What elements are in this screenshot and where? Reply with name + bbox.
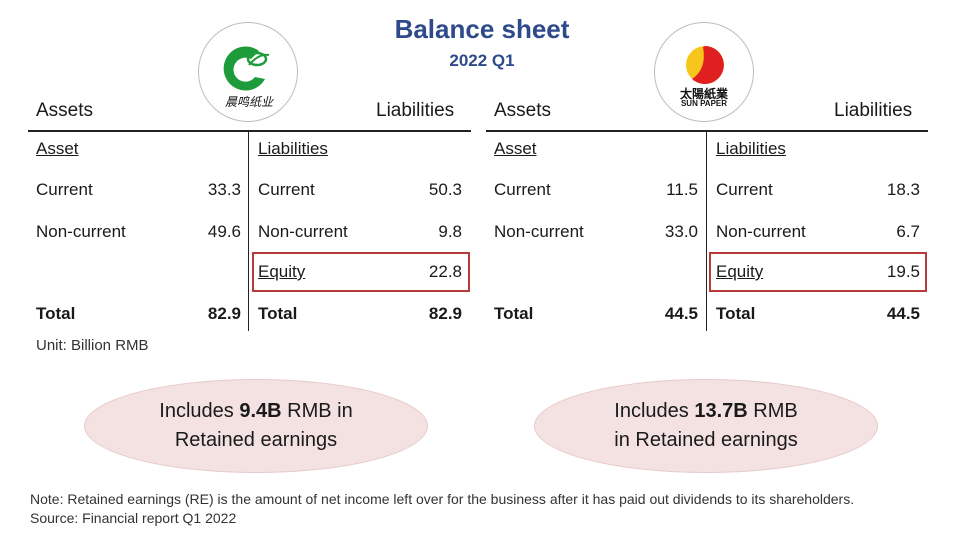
sunpaper-logo-text: 太陽紙業 (679, 87, 728, 101)
right-bubble-text: Includes 13.7B RMB in Retained earnings (614, 397, 797, 455)
left-total-liab-label: Total (258, 304, 298, 323)
footnote: Note: Retained earnings (RE) is the amou… (30, 490, 930, 528)
left-noncurrent-asset-value: 49.6 (207, 222, 241, 241)
right-equity-highlight-box (709, 252, 927, 292)
left-bubble-post: RMB in (281, 400, 353, 422)
chenming-logo-text: 晨鸣纸业 (224, 95, 273, 109)
right-equity-value: 19.5 (886, 262, 920, 281)
sunpaper-logo-subtext: SUN PAPER (680, 99, 728, 108)
left-divider-horizontal (28, 130, 471, 132)
right-total-liab-value: 44.5 (886, 304, 920, 323)
sunpaper-logo: 太陽紙業 SUN PAPER (654, 22, 754, 122)
right-noncurrent-asset-value: 33.0 (664, 222, 698, 241)
right-asset-heading: Asset (494, 139, 537, 158)
page-subtitle: 2022 Q1 (449, 51, 515, 70)
chenming-emblem-icon (223, 46, 270, 91)
right-liabilities-header: Liabilities (834, 100, 913, 121)
right-current-liab-value: 18.3 (886, 180, 920, 199)
right-assets-header: Assets (494, 100, 552, 121)
left-bubble-amount: 9.4B (239, 400, 282, 422)
sun-emblem-icon (686, 46, 724, 84)
left-equity-highlight-box (252, 252, 470, 292)
left-equity-label: Equity (258, 262, 306, 281)
left-assets-header: Assets (36, 100, 94, 121)
unit-label: Unit: Billion RMB (36, 337, 149, 354)
note-text: Note: Retained earnings (RE) is the amou… (30, 491, 855, 507)
right-noncurrent-liab-value: 6.7 (896, 222, 920, 241)
left-liab-heading: Liabilities (258, 139, 328, 158)
right-equity-label: Equity (716, 262, 764, 281)
right-liab-heading: Liabilities (716, 139, 786, 158)
right-total-asset-value: 44.5 (664, 304, 698, 323)
left-current-liab-value: 50.3 (428, 180, 462, 199)
right-total-asset-label: Total (494, 304, 534, 323)
right-bubble-post: RMB (747, 400, 798, 422)
left-noncurrent-liab-value: 9.8 (438, 222, 462, 241)
left-bubble-text: Includes 9.4B RMB in Retained earnings (159, 397, 352, 455)
right-divider-vertical (706, 131, 707, 331)
left-current-liab-label: Current (258, 180, 315, 199)
right-retained-earnings-bubble: Includes 13.7B RMB in Retained earnings (534, 379, 878, 473)
left-total-asset-label: Total (36, 304, 76, 323)
page-title: Balance sheet (394, 14, 570, 44)
left-noncurrent-liab-label: Non-current (258, 222, 348, 241)
left-retained-earnings-bubble: Includes 9.4B RMB in Retained earnings (84, 379, 428, 473)
left-liabilities-header: Liabilities (376, 100, 455, 121)
right-total-liab-label: Total (716, 304, 756, 323)
left-equity-value: 22.8 (428, 262, 462, 281)
left-divider-vertical (248, 131, 249, 331)
left-current-asset-label: Current (36, 180, 93, 199)
right-noncurrent-liab-label: Non-current (716, 222, 806, 241)
right-noncurrent-asset-label: Non-current (494, 222, 584, 241)
left-total-liab-value: 82.9 (428, 304, 462, 323)
right-bubble-amount: 13.7B (694, 400, 748, 422)
right-current-liab-label: Current (716, 180, 773, 199)
left-asset-heading: Asset (36, 139, 79, 158)
source-text: Source: Financial report Q1 2022 (30, 510, 237, 526)
left-noncurrent-asset-label: Non-current (36, 222, 126, 241)
right-divider-horizontal (486, 130, 928, 132)
left-bubble-pre: Includes (159, 400, 240, 422)
left-bubble-line2: Retained earnings (174, 429, 338, 451)
left-current-asset-value: 33.3 (207, 180, 241, 199)
right-current-asset-value: 11.5 (666, 180, 698, 199)
left-total-asset-value: 82.9 (207, 304, 241, 323)
right-bubble-line2: in Retained earnings (614, 429, 798, 451)
chenming-logo: 晨鸣纸业 (198, 22, 298, 122)
right-current-asset-label: Current (494, 180, 551, 199)
right-bubble-pre: Includes (614, 400, 695, 422)
